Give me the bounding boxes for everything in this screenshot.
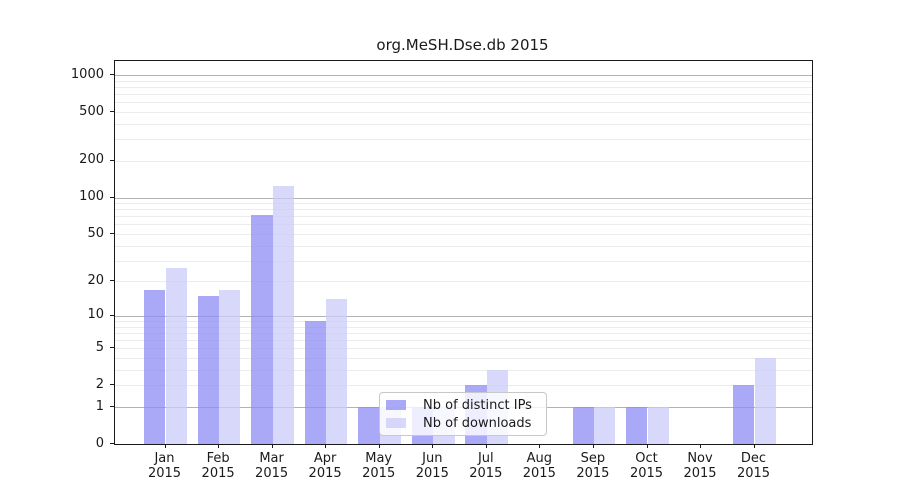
x-tick-mark	[485, 444, 487, 448]
y-tick-mark	[110, 443, 114, 444]
x-tick-label: Jan 2015	[147, 451, 182, 481]
gridline-minor	[115, 224, 812, 226]
x-tick-mark	[539, 444, 541, 448]
gridline-minor	[115, 123, 812, 125]
legend-swatch-distinct-ips	[386, 400, 406, 410]
y-tick-label: 1	[95, 398, 104, 414]
x-tick-label: Nov 2015	[683, 451, 717, 481]
gridline-minor	[115, 216, 812, 218]
y-tick-mark	[110, 159, 114, 161]
y-tick-mark	[110, 406, 114, 407]
y-tick-mark	[110, 314, 114, 316]
x-tick-label: Jun 2015	[415, 451, 449, 481]
x-tick-label: Feb 2015	[201, 451, 235, 481]
y-tick-label: 20	[87, 272, 104, 288]
y-tick-mark	[110, 111, 114, 112]
legend: Nb of distinct IPs Nb of downloads	[379, 392, 547, 436]
gridline-minor	[115, 102, 812, 104]
bar-distinct-ips	[358, 407, 380, 444]
bar-downloads	[593, 407, 616, 444]
gridline-minor	[115, 260, 812, 262]
gridline-minor	[115, 160, 812, 162]
gridline-minor	[115, 80, 812, 82]
bar-downloads	[219, 289, 241, 444]
bar-downloads	[272, 185, 294, 444]
gridline-major	[115, 197, 812, 199]
gridline-minor	[115, 358, 812, 359]
y-tick-mark	[110, 74, 114, 75]
x-tick-mark	[325, 444, 327, 448]
gridline-minor	[115, 340, 812, 342]
gridline-minor	[115, 203, 812, 205]
gridline-major	[115, 315, 812, 317]
y-tick-label: 10	[87, 307, 104, 323]
gridline-minor	[115, 94, 812, 95]
x-tick-mark	[592, 444, 594, 448]
x-tick-label: Jul 2015	[469, 451, 503, 481]
x-tick-mark	[432, 444, 434, 448]
gridline-minor	[115, 112, 812, 113]
x-tick-label: Oct 2015	[629, 451, 664, 481]
gridline-minor	[115, 281, 812, 283]
x-tick-mark	[164, 444, 166, 448]
gridline-minor	[115, 326, 812, 328]
x-tick-mark	[271, 444, 273, 448]
y-tick-label: 2	[95, 376, 104, 392]
y-tick-label: 5	[95, 339, 104, 355]
x-tick-label: Apr 2015	[308, 451, 342, 481]
bar-distinct-ips	[144, 289, 166, 444]
gridline-minor	[115, 139, 812, 141]
bar-distinct-ips	[304, 321, 327, 444]
x-tick-mark	[218, 444, 220, 448]
plot-area	[114, 60, 813, 445]
y-tick-mark	[110, 280, 114, 282]
gridline-minor	[115, 332, 812, 334]
legend-item-downloads: Nb of downloads	[386, 415, 546, 431]
y-tick-label: 0	[95, 435, 104, 451]
bar-distinct-ips	[251, 214, 273, 444]
y-tick-mark	[110, 384, 114, 386]
x-tick-mark	[646, 444, 648, 448]
gridline-minor	[115, 86, 812, 88]
gridline-minor	[115, 209, 812, 211]
x-tick-mark	[378, 444, 380, 448]
gridline-minor	[115, 234, 812, 235]
bar-distinct-ips	[572, 407, 594, 444]
bar-downloads	[647, 407, 669, 444]
x-tick-label: Sep 2015	[576, 451, 610, 481]
bar-downloads	[754, 358, 776, 444]
x-tick-mark	[700, 444, 701, 448]
y-tick-mark	[110, 347, 114, 349]
y-tick-label: 100	[79, 189, 104, 204]
bar-distinct-ips	[626, 407, 648, 444]
legend-label-downloads: Nb of downloads	[423, 415, 532, 431]
gridline-minor	[115, 370, 812, 371]
gridline-minor	[115, 321, 812, 322]
y-tick-label: 1000	[70, 66, 104, 82]
x-tick-label: Mar 2015	[255, 451, 289, 481]
gridline-major	[115, 75, 812, 76]
y-tick-mark	[110, 233, 114, 234]
x-tick-label: Aug 2015	[522, 451, 556, 481]
y-tick-label: 50	[87, 225, 104, 241]
gridline-minor	[115, 348, 812, 350]
bar-distinct-ips	[197, 295, 220, 444]
bar-downloads	[326, 299, 348, 444]
bar-distinct-ips	[733, 385, 755, 444]
y-tick-label: 200	[79, 152, 104, 168]
y-tick-mark	[110, 196, 114, 198]
x-tick-mark	[753, 444, 755, 448]
x-tick-label: Dec 2015	[736, 451, 771, 481]
x-tick-label: May 2015	[362, 451, 396, 481]
gridline-minor	[115, 245, 812, 247]
y-tick-label: 500	[79, 103, 104, 119]
legend-item-distinct-ips: Nb of distinct IPs	[386, 397, 546, 413]
chart-title: org.MeSH.Dse.db 2015	[376, 36, 549, 54]
legend-label-distinct-ips: Nb of distinct IPs	[423, 397, 532, 413]
bar-downloads	[165, 268, 187, 444]
legend-swatch-downloads	[386, 418, 406, 428]
gridline-minor	[115, 385, 812, 387]
